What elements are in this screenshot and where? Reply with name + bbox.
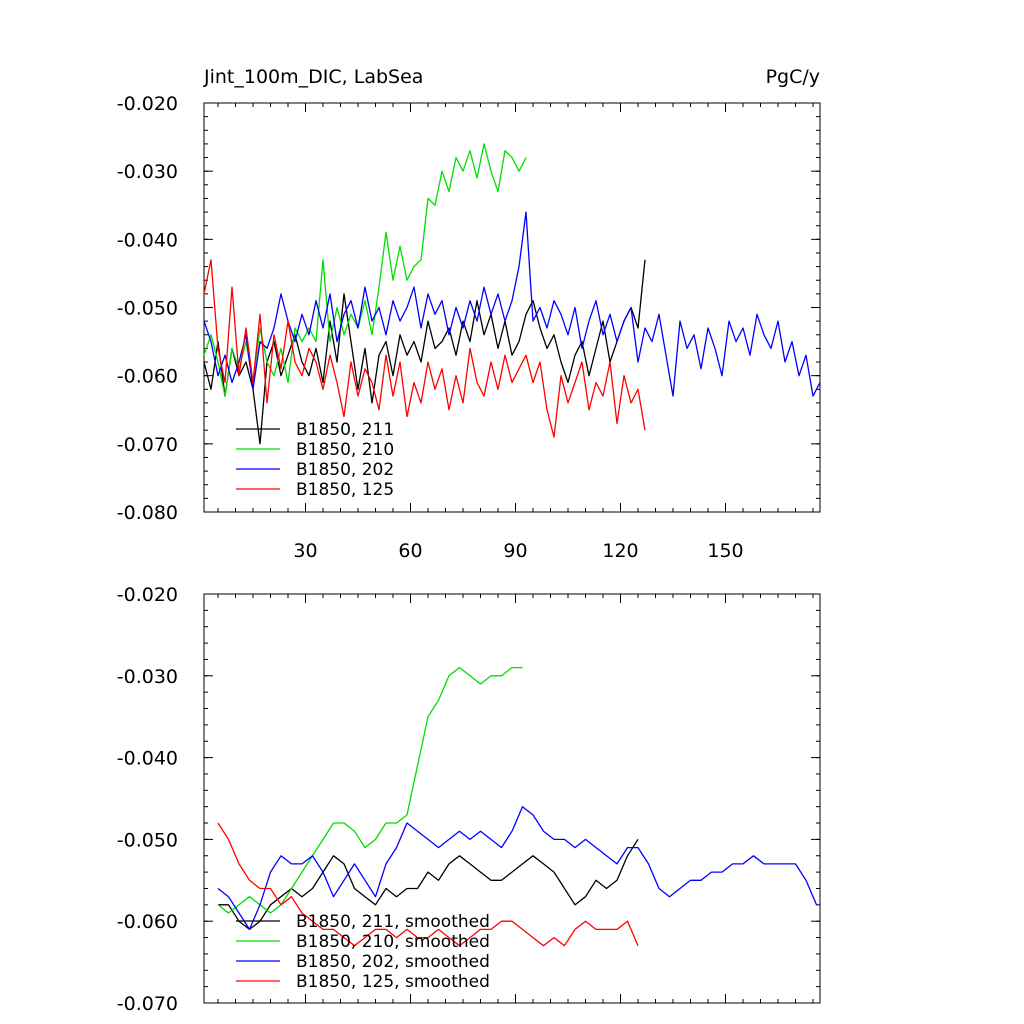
y-tick-label: -0.070: [117, 993, 178, 1015]
y-tick-label: -0.070: [117, 434, 178, 456]
top-panel: Jint_100m_DIC, LabSea PgC/y -0.020 -0.030…: [117, 66, 821, 562]
series-line-1: [203, 143, 527, 397]
y-tick-label: -0.080: [117, 502, 178, 524]
legend-label-3: B1850, 125: [296, 480, 394, 500]
x-tick-label: 60: [398, 540, 422, 562]
x-tick-label: 90: [503, 540, 527, 562]
y-tick-label: -0.060: [117, 911, 178, 933]
y-tick-label: -0.030: [117, 666, 178, 688]
legend-label-2: B1850, 202, smoothed: [296, 952, 490, 972]
series-group-top: [203, 143, 821, 445]
series-line-0: [218, 839, 639, 931]
tick-group-bottom: -0.020 -0.030 -0.040 -0.050 -0.060 -0.070: [117, 584, 820, 1015]
bottom-panel: -0.020 -0.030 -0.040 -0.050 -0.060 -0.070 B18…: [117, 584, 821, 1015]
legend-label-3: B1850, 125, smoothed: [296, 972, 490, 992]
series-line-3: [203, 259, 646, 438]
x-tick-label: 30: [293, 540, 317, 562]
series-line-2: [217, 806, 818, 931]
y-tick-label: -0.020: [117, 93, 178, 115]
units-label: PgC/y: [766, 66, 820, 88]
chart-title: Jint_100m_DIC, LabSea: [203, 66, 423, 88]
series-line-0: [203, 259, 646, 445]
series-line-3: [217, 822, 639, 947]
y-tick-label: -0.030: [117, 161, 178, 183]
y-tick-label: -0.020: [117, 584, 178, 606]
y-tick-label: -0.040: [117, 229, 178, 251]
x-tick-label: 150: [707, 540, 743, 562]
legend-label-0: B1850, 211: [296, 420, 394, 440]
legend-label-0: B1850, 211, smoothed: [296, 912, 490, 932]
series-line-2: [203, 211, 821, 397]
y-tick-label: -0.040: [117, 748, 178, 770]
x-tick-label: 120: [602, 540, 638, 562]
y-tick-label: -0.050: [117, 298, 178, 320]
y-tick-label: -0.050: [117, 829, 178, 851]
y-tick-label: -0.060: [117, 366, 178, 388]
series-line-1: [217, 666, 523, 914]
legend-label-1: B1850, 210: [296, 440, 394, 460]
legend-label-1: B1850, 210, smoothed: [296, 932, 490, 952]
tick-group-top: -0.020 -0.030 -0.040 -0.050 -0.060 -0.070 -0.0…: [117, 93, 820, 562]
legend-label-2: B1850, 202: [296, 460, 394, 480]
plot-frame-bottom: [203, 593, 821, 1004]
series-group-bottom: [217, 666, 818, 947]
